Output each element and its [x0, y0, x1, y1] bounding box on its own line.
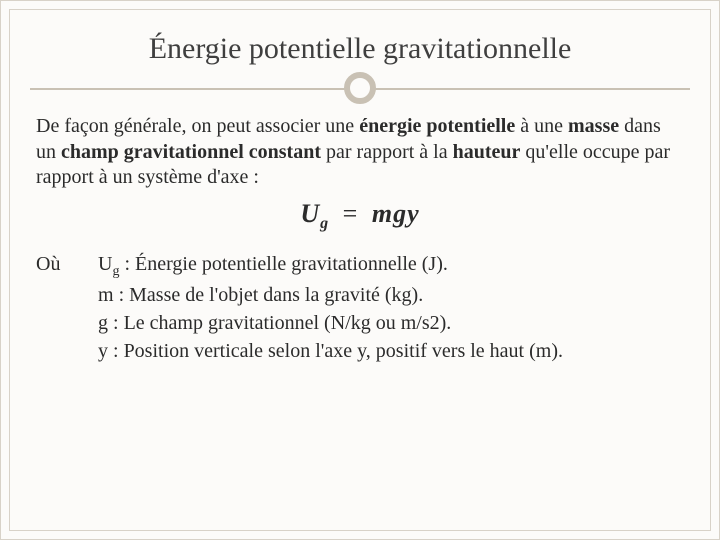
def-desc: Énergie potentielle gravitationnelle (J)…	[135, 253, 448, 275]
def-sep: :	[119, 253, 135, 275]
para-text: à une	[515, 115, 568, 137]
intro-paragraph: De façon générale, on peut associer une …	[36, 114, 684, 191]
slide-inner-frame: Énergie potentielle gravitationnelle De …	[9, 9, 711, 531]
title-area: Énergie potentielle gravitationnelle	[10, 10, 710, 106]
def-symbol: m	[98, 284, 114, 306]
slide: Énergie potentielle gravitationnelle De …	[0, 0, 720, 540]
defs-list: Ug : Énergie potentielle gravitationnell…	[98, 252, 563, 366]
para-bold-masse: masse	[568, 115, 619, 137]
para-bold-champ: champ gravitationnel constant	[61, 141, 321, 163]
def-sep: :	[108, 312, 124, 334]
def-desc: Le champ gravitationnel (N/kg ou m/s2).	[124, 312, 452, 334]
def-sep: :	[108, 340, 124, 362]
def-desc: Position verticale selon l'axe y, positi…	[124, 340, 563, 362]
def-sep: :	[114, 284, 130, 306]
para-bold-hauteur: hauteur	[453, 141, 521, 163]
def-symbol: U	[98, 253, 112, 275]
definitions: Où Ug : Énergie potentielle gravitationn…	[36, 252, 684, 366]
def-symbol: y	[98, 340, 108, 362]
formula-eq: =	[337, 199, 365, 228]
formula: Ug = mgy	[36, 197, 684, 235]
def-symbol: g	[98, 312, 108, 334]
def-row: Ug : Énergie potentielle gravitationnell…	[98, 252, 563, 281]
def-desc: Masse de l'objet dans la gravité (kg).	[129, 284, 423, 306]
slide-title: Énergie potentielle gravitationnelle	[10, 32, 710, 66]
defs-where-label: Où	[36, 252, 76, 366]
slide-body: De façon générale, on peut associer une …	[10, 106, 710, 366]
def-row: y : Position verticale selon l'axe y, po…	[98, 339, 563, 365]
formula-lhs-sym: U	[300, 199, 320, 228]
para-text: par rapport à la	[321, 141, 453, 163]
divider-circle-icon	[344, 72, 376, 104]
para-bold-energie: énergie potentielle	[359, 115, 515, 137]
para-text: De façon générale, on peut associer une	[36, 115, 359, 137]
def-row: m : Masse de l'objet dans la gravité (kg…	[98, 283, 563, 309]
formula-lhs-sub: g	[320, 215, 329, 232]
def-row: g : Le champ gravitationnel (N/kg ou m/s…	[98, 311, 563, 337]
title-divider	[10, 70, 710, 106]
formula-rhs: mgy	[372, 199, 420, 228]
